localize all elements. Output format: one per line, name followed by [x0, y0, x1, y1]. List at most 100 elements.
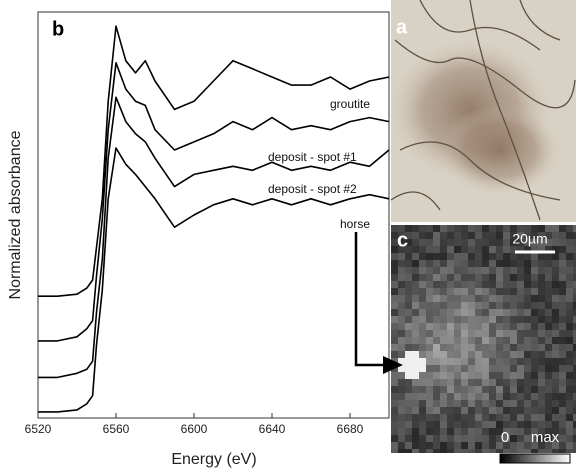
map-pixel [545, 414, 552, 421]
map-pixel [552, 330, 559, 337]
map-pixel [398, 309, 405, 316]
map-pixel [503, 407, 510, 414]
map-pixel [447, 302, 454, 309]
map-pixel [545, 407, 552, 414]
map-pixel [503, 232, 510, 239]
map-pixel [566, 449, 573, 453]
map-pixel [482, 400, 489, 407]
scale-bar-label: 20µm [512, 231, 547, 247]
map-pixel [405, 372, 412, 379]
map-pixel [538, 442, 545, 449]
map-pixel [559, 253, 566, 260]
map-pixel [496, 330, 503, 337]
map-pixel [461, 351, 468, 358]
map-pixel [405, 225, 412, 232]
map-pixel [517, 344, 524, 351]
map-pixel [496, 365, 503, 372]
map-pixel [440, 344, 447, 351]
map-pixel [475, 449, 482, 453]
map-pixel [559, 302, 566, 309]
map-pixel [510, 372, 517, 379]
map-pixel [419, 246, 426, 253]
map-pixel [440, 358, 447, 365]
map-pixel [475, 428, 482, 435]
map-pixel [454, 302, 461, 309]
map-pixel [468, 379, 475, 386]
map-pixel [510, 428, 517, 435]
map-pixel [405, 232, 412, 239]
map-pixel [489, 428, 496, 435]
map-pixel [454, 400, 461, 407]
map-pixel [538, 225, 545, 232]
map-pixel [573, 442, 576, 449]
map-pixel [433, 295, 440, 302]
map-pixel [538, 365, 545, 372]
map-pixel [524, 435, 531, 442]
map-pixel [482, 323, 489, 330]
map-pixel [510, 274, 517, 281]
map-pixel [573, 260, 576, 267]
map-pixel [552, 407, 559, 414]
map-pixel [426, 358, 433, 365]
map-pixel [496, 407, 503, 414]
map-pixel [510, 253, 517, 260]
map-pixel [461, 358, 468, 365]
map-pixel [391, 330, 398, 337]
map-pixel [440, 372, 447, 379]
map-pixel [447, 379, 454, 386]
map-pixel [412, 449, 419, 453]
map-pixel [475, 323, 482, 330]
map-pixel [538, 239, 545, 246]
map-pixel [461, 393, 468, 400]
map-pixel [405, 288, 412, 295]
map-pixel [412, 386, 419, 393]
map-pixel [482, 253, 489, 260]
map-pixel [566, 379, 573, 386]
map-pixel [433, 337, 440, 344]
map-pixel [454, 260, 461, 267]
map-pixel [398, 407, 405, 414]
map-pixel [510, 386, 517, 393]
map-pixel [559, 295, 566, 302]
map-pixel [573, 386, 576, 393]
map-pixel [419, 281, 426, 288]
map-pixel [405, 449, 412, 453]
map-pixel [559, 414, 566, 421]
map-pixel [531, 316, 538, 323]
map-pixel [419, 400, 426, 407]
map-pixel [552, 449, 559, 453]
map-pixel [510, 267, 517, 274]
map-pixel [489, 225, 496, 232]
map-pixel [482, 281, 489, 288]
map-pixel [419, 274, 426, 281]
map-pixel [391, 400, 398, 407]
map-pixel [573, 393, 576, 400]
map-pixel [454, 239, 461, 246]
map-pixel [496, 379, 503, 386]
map-pixel [496, 253, 503, 260]
arrow-head [383, 356, 403, 374]
map-pixel [405, 351, 412, 358]
map-pixel [440, 449, 447, 453]
map-pixel [524, 344, 531, 351]
map-pixel [482, 414, 489, 421]
map-pixel [447, 365, 454, 372]
map-pixel [433, 428, 440, 435]
map-pixel [510, 330, 517, 337]
map-pixel [405, 316, 412, 323]
map-pixel [510, 337, 517, 344]
map-pixel [426, 379, 433, 386]
map-pixel [412, 309, 419, 316]
map-pixel [405, 260, 412, 267]
map-pixel [531, 274, 538, 281]
map-pixel [419, 337, 426, 344]
map-pixel [475, 267, 482, 274]
map-pixel [426, 435, 433, 442]
map-pixel [552, 302, 559, 309]
map-pixel [524, 393, 531, 400]
map-pixel [517, 428, 524, 435]
map-pixel [503, 400, 510, 407]
map-pixel [566, 309, 573, 316]
map-pixel [391, 281, 398, 288]
map-pixel [433, 414, 440, 421]
